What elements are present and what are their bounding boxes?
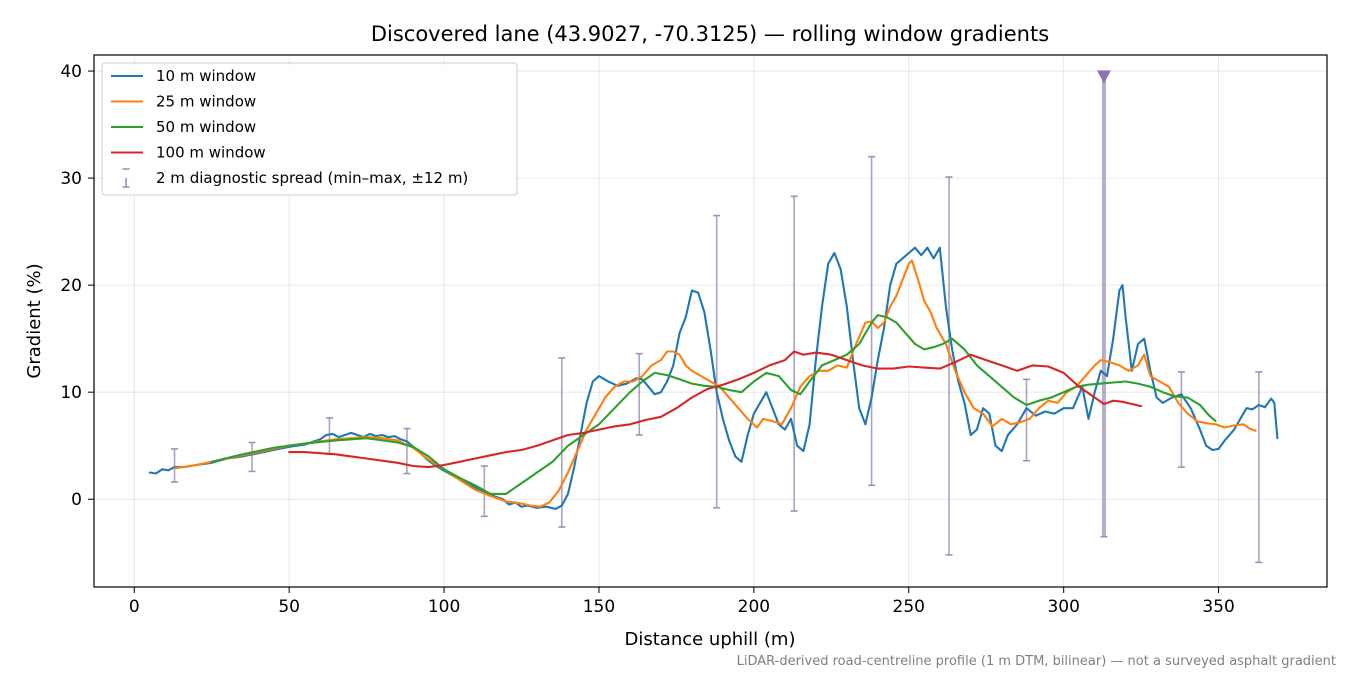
plot-series (148, 70, 1279, 564)
error-bar (171, 448, 179, 483)
series-100-m-window (288, 350, 1143, 469)
legend-entry: 100 m window (111, 144, 266, 162)
error-bar (403, 427, 411, 475)
series-50-m-window (210, 314, 1217, 495)
x-tick-label: 0 (129, 597, 140, 617)
x-tick-label: 50 (278, 597, 300, 617)
legend-label: 50 m window (156, 118, 256, 136)
legend-entry: 50 m window (111, 118, 256, 136)
x-tick-label: 150 (583, 597, 615, 617)
legend-label: 2 m diagnostic spread (min–max, ±12 m) (156, 169, 468, 187)
series-10-m-window (148, 246, 1279, 510)
y-tick-label: 0 (71, 490, 82, 510)
legend-entry: 25 m window (111, 93, 256, 111)
y-axis-label: Gradient (%) (24, 263, 45, 378)
y-tick-label: 40 (60, 62, 82, 82)
legend-label: 100 m window (156, 144, 266, 162)
y-tick-label: 10 (60, 383, 82, 403)
legend-label: 25 m window (156, 93, 256, 111)
plot-area (148, 70, 1279, 564)
legend: 10 m window 25 m window 50 m window 100 m w… (101, 62, 518, 196)
error-bar (790, 195, 798, 512)
error-bar (945, 176, 953, 556)
plot-frame (93, 54, 1328, 588)
x-tick-label: 300 (1047, 597, 1079, 617)
x-tick-label: 250 (893, 597, 925, 617)
series-2-m-diagnostic-spread-min-max-12-m (171, 70, 1263, 564)
error-bar (1177, 371, 1185, 468)
x-tick-label: 200 (738, 597, 770, 617)
x-tick-label: 350 (1202, 597, 1234, 617)
x-axis-label: Distance uphill (m) (625, 629, 796, 650)
y-axis: 0 10 20 30 40 (60, 62, 94, 510)
legend-entry: 2 m diagnostic spread (min–max, ±12 m) (122, 168, 468, 188)
x-axis: 0 50 100 150 200 250 300 350 (129, 587, 1235, 617)
legend-entry: 10 m window (111, 67, 256, 85)
error-bar (558, 357, 566, 528)
legend-frame (101, 62, 518, 196)
y-tick-label: 20 (60, 276, 82, 296)
clipped-marker (1096, 70, 1111, 84)
y-tick-label: 30 (60, 169, 82, 189)
chart-title: Discovered lane (43.9027, -70.3125) — ro… (371, 22, 1049, 46)
footnote: LiDAR-derived road-centreline profile (1… (737, 654, 1336, 669)
legend-label: 10 m window (156, 67, 256, 85)
error-bar (248, 441, 256, 473)
error-bar (713, 214, 721, 509)
error-bar (1255, 371, 1263, 564)
x-tick-label: 100 (428, 597, 460, 617)
